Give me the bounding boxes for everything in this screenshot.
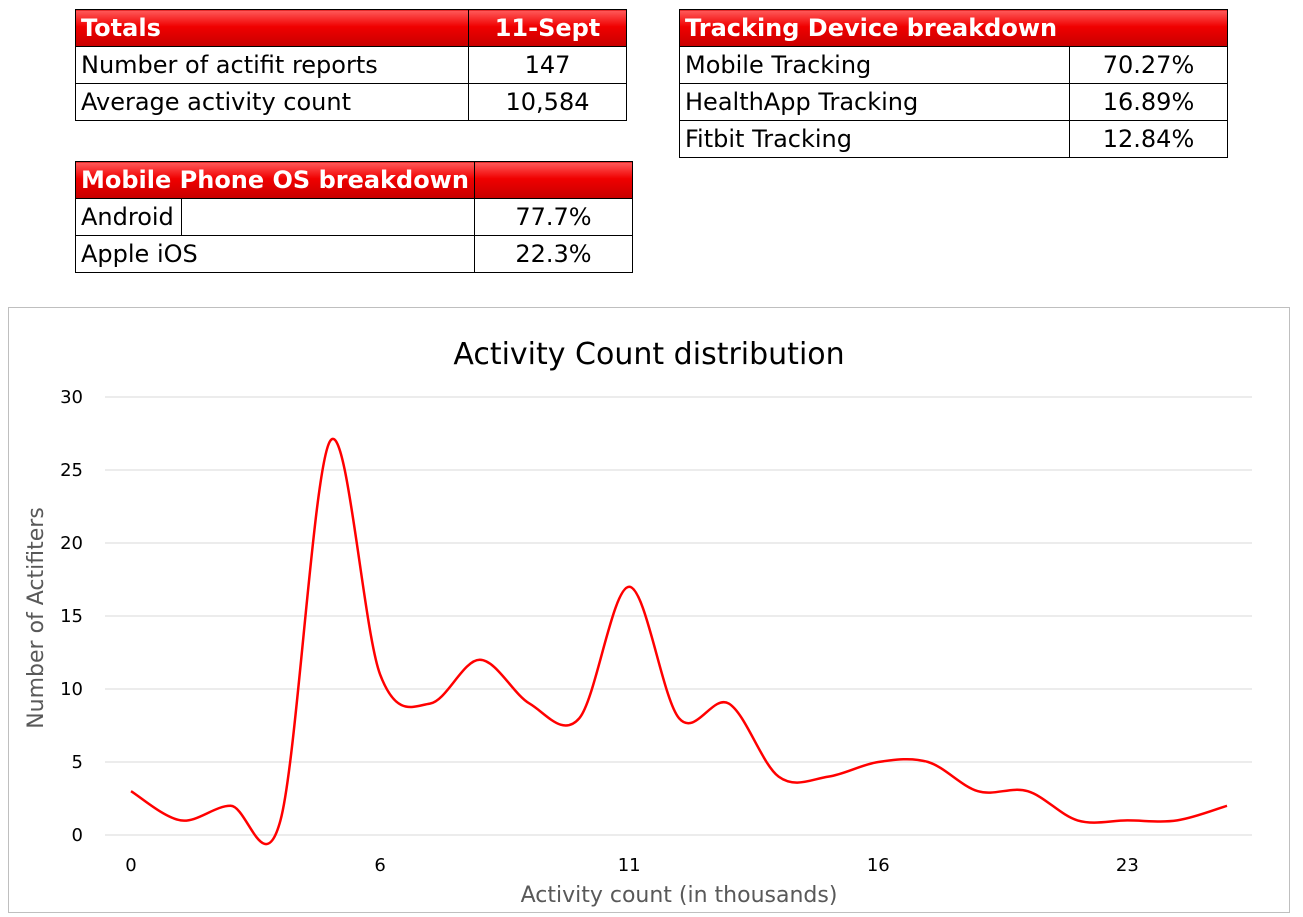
x-axis-label: Activity count (in thousands) (521, 883, 838, 908)
y-tick-label: 5 (72, 752, 83, 773)
table-row: Number of actifit reports 147 (75, 46, 627, 84)
totals-table: Totals 11-Sept Number of actifit reports… (75, 9, 627, 121)
y-axis-label: Number of Actifiters (24, 507, 49, 729)
x-tick-label: 6 (374, 855, 385, 876)
y-axis-ticks: 0 5 10 15 20 25 30 (60, 387, 83, 846)
chart-canvas: 0 5 10 15 20 25 30 0 6 11 16 23 Activity Count dis… (24, 337, 1252, 908)
totals-row-label: Average activity count (75, 83, 469, 121)
x-axis-ticks: 0 6 11 16 23 (125, 855, 1139, 876)
tracking-device-table: Tracking Device breakdown Mobile Trackin… (679, 9, 1228, 158)
totals-header-label: Totals (75, 9, 469, 47)
y-tick-label: 20 (60, 533, 83, 554)
chart-title: Activity Count distribution (453, 337, 844, 372)
totals-header-date: 11-Sept (468, 9, 627, 47)
totals-row-value: 10,584 (468, 83, 627, 121)
y-tick-label: 15 (60, 606, 83, 627)
totals-row-value: 147 (468, 46, 627, 84)
tracking-row-label: Mobile Tracking (679, 46, 1070, 84)
os-row-empty-cell (180, 198, 475, 236)
y-tick-label: 0 (72, 825, 83, 846)
os-header-row: Mobile Phone OS breakdown (75, 161, 633, 199)
table-row: Android 77.7% (75, 198, 633, 236)
tracking-row-value: 70.27% (1069, 46, 1228, 84)
activity-series-line (130, 437, 1228, 846)
totals-header-row: Totals 11-Sept (75, 9, 627, 47)
x-tick-label: 11 (618, 855, 641, 876)
x-tick-label: 0 (125, 855, 136, 876)
x-tick-label: 23 (1116, 855, 1139, 876)
os-header-label: Mobile Phone OS breakdown (75, 161, 475, 199)
os-row-label: Apple iOS (75, 235, 475, 273)
gridlines (105, 396, 1252, 836)
tracking-header-row: Tracking Device breakdown (679, 9, 1228, 47)
tracking-header-label: Tracking Device breakdown (679, 9, 1228, 47)
y-tick-label: 25 (60, 460, 83, 481)
table-row: Average activity count 10,584 (75, 83, 627, 121)
os-row-label: Android (75, 198, 182, 236)
table-row: Mobile Tracking 70.27% (679, 46, 1228, 84)
os-row-value: 22.3% (473, 235, 633, 273)
table-row: Fitbit Tracking 12.84% (679, 120, 1228, 158)
os-header-empty (473, 161, 633, 199)
data-points (130, 440, 1228, 821)
tracking-row-value: 12.84% (1069, 120, 1228, 158)
totals-row-label: Number of actifit reports (75, 46, 469, 84)
y-tick-label: 10 (60, 679, 83, 700)
table-row: HealthApp Tracking 16.89% (679, 83, 1228, 121)
activity-chart: 0 5 10 15 20 25 30 0 6 11 16 23 Activity Count dis… (8, 307, 1290, 913)
tracking-row-label: HealthApp Tracking (679, 83, 1070, 121)
tracking-row-value: 16.89% (1069, 83, 1228, 121)
x-tick-label: 16 (867, 855, 890, 876)
y-tick-label: 30 (60, 387, 83, 408)
table-row: Apple iOS 22.3% (75, 235, 633, 273)
tracking-row-label: Fitbit Tracking (679, 120, 1070, 158)
os-row-value: 77.7% (473, 198, 633, 236)
os-breakdown-table: Mobile Phone OS breakdown Android 77.7% … (75, 161, 633, 273)
